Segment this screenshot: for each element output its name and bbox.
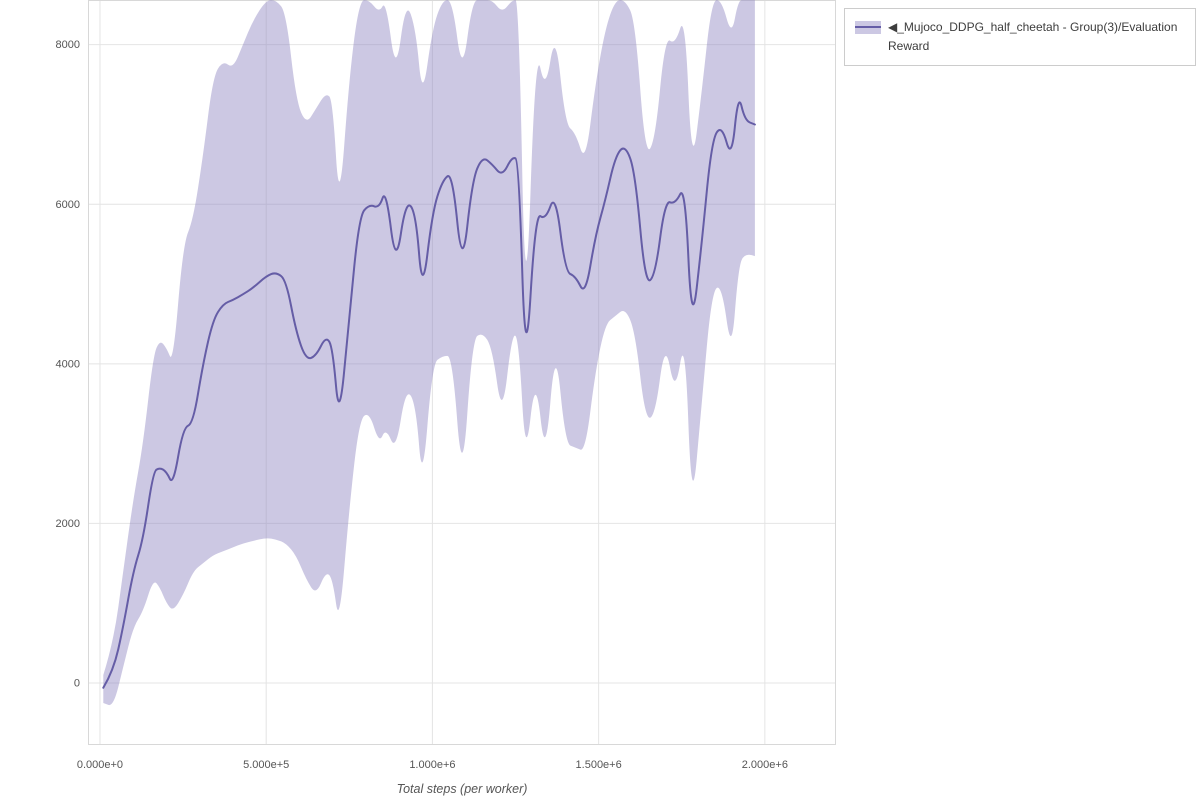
y-tick-label: 8000	[56, 39, 80, 51]
x-tick-label: 5.000e+5	[243, 759, 289, 771]
mean-line	[102, 101, 756, 689]
y-tick-label: 4000	[56, 358, 80, 370]
x-tick-label: 2.000e+6	[742, 759, 788, 771]
legend-label: ◀_Mujoco_DDPG_half_cheetah - Group(3)/Ev…	[888, 20, 1178, 53]
x-axis-title: Total steps (per worker)	[396, 782, 528, 796]
legend-line-swatch	[855, 26, 881, 28]
y-tick-label: 6000	[56, 199, 80, 211]
plot-border	[88, 0, 836, 745]
legend-entry[interactable]: ◀_Mujoco_DDPG_half_cheetah - Group(3)/Ev…	[844, 8, 1196, 66]
y-tick-label: 0	[74, 678, 80, 690]
x-tick-label: 1.500e+6	[576, 759, 622, 771]
confidence-band	[103, 0, 755, 706]
x-tick-label: 1.000e+6	[409, 759, 455, 771]
legend-swatch	[855, 21, 881, 34]
y-tick-label: 2000	[56, 518, 80, 530]
x-tick-label: 0.000e+0	[77, 759, 123, 771]
